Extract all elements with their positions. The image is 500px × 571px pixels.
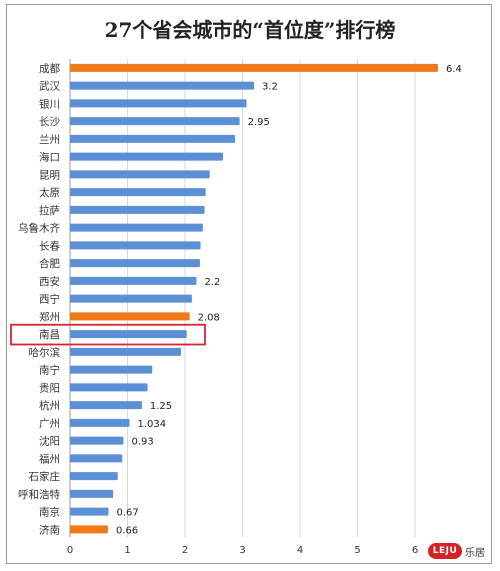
bar [70, 152, 223, 161]
category-label: 太原 [39, 186, 60, 199]
category-label: 南昌 [39, 328, 60, 341]
x-tick-label: 6 [412, 545, 418, 556]
data-label: 2.2 [205, 277, 221, 288]
category-label: 贵阳 [39, 381, 60, 394]
data-label: 2.08 [198, 312, 220, 323]
bar [70, 489, 114, 498]
category-label: 呼和浩特 [18, 489, 60, 501]
data-label: 3.2 [262, 82, 278, 93]
bar [70, 205, 205, 214]
category-label: 拉萨 [39, 204, 60, 217]
bar [70, 418, 130, 427]
bar [70, 134, 236, 143]
data-label: 0.67 [117, 508, 139, 519]
highlight-box [10, 323, 206, 346]
data-label: 6.4 [446, 64, 462, 75]
category-label: 哈尔滨 [29, 346, 61, 359]
category-label: 石家庄 [29, 470, 61, 483]
bar [70, 454, 123, 463]
category-label: 西宁 [39, 293, 60, 306]
bar [70, 436, 124, 445]
category-label: 广州 [39, 418, 60, 430]
bar [70, 170, 210, 179]
bar [70, 401, 142, 410]
x-tick-label: 1 [124, 545, 130, 556]
bar [70, 81, 254, 90]
category-label: 南京 [39, 506, 60, 519]
bar [70, 347, 181, 356]
bar [70, 276, 197, 285]
x-tick-label: 3 [239, 545, 245, 556]
category-label: 郑州 [39, 310, 60, 323]
category-label: 乌鲁木齐 [18, 222, 60, 235]
category-label: 杭州 [39, 399, 60, 412]
bar [70, 507, 109, 516]
bar [70, 259, 200, 268]
category-label: 福州 [39, 452, 60, 465]
category-label: 武汉 [39, 80, 60, 93]
bar [70, 99, 247, 108]
category-label: 合肥 [39, 257, 60, 270]
bar [70, 330, 187, 339]
category-label: 长春 [39, 240, 60, 252]
x-tick-label: 2 [182, 545, 188, 556]
data-label: 0.66 [116, 525, 138, 536]
bar [70, 472, 118, 481]
bar [70, 117, 240, 126]
category-label: 南宁 [39, 364, 60, 377]
leju-logo: LEJU 乐居 [428, 542, 485, 560]
bar [70, 63, 438, 72]
bar [70, 312, 190, 321]
category-label: 成都 [39, 63, 60, 75]
category-label: 沈阳 [39, 435, 60, 448]
leju-logo-badge: LEJU [428, 543, 462, 559]
category-label: 昆明 [39, 169, 60, 181]
leju-logo-text: 乐居 [465, 547, 485, 559]
category-label: 银川 [39, 97, 60, 110]
bar [70, 188, 206, 197]
bar [70, 241, 201, 250]
category-label: 海口 [39, 151, 60, 164]
category-label: 西安 [39, 275, 60, 288]
bar [70, 365, 153, 374]
bar [70, 383, 148, 392]
data-label: 1.25 [150, 401, 172, 412]
bar [70, 294, 192, 303]
category-label: 长沙 [39, 116, 60, 128]
category-label: 济南 [39, 523, 60, 536]
category-label: 兰州 [39, 133, 60, 146]
x-tick-label: 0 [67, 545, 73, 556]
data-label: 2.95 [248, 117, 270, 128]
data-label: 1.034 [137, 419, 166, 430]
x-tick-label: 5 [354, 545, 360, 556]
data-label: 0.93 [131, 437, 153, 448]
bar [70, 525, 108, 534]
x-tick-label: 4 [297, 545, 303, 556]
chart-title: 27个省会城市的“首位度”排行榜 [104, 18, 396, 42]
bar [70, 223, 203, 232]
